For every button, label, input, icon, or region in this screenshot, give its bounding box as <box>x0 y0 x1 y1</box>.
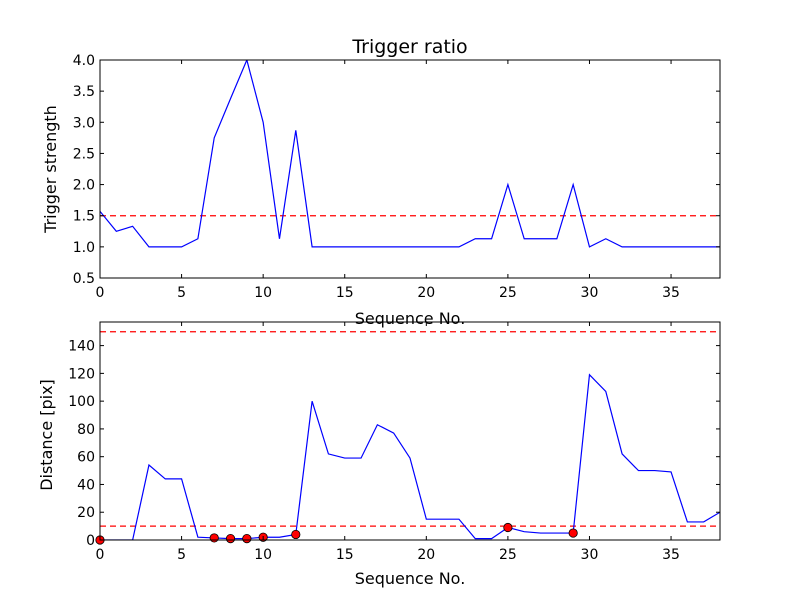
data-point-marker-bottom-6 <box>503 522 513 533</box>
y-tick-label-bottom-2: 40 <box>77 477 95 493</box>
y-tick-label-top-1: 1.0 <box>73 240 95 256</box>
y-tick-label-bottom-5: 100 <box>68 394 95 410</box>
x-tick-label-top-5: 25 <box>499 285 517 301</box>
x-tick-label-top-2: 10 <box>254 285 272 301</box>
series-line-bottom-0 <box>100 373 720 540</box>
y-tick-label-bottom-6: 120 <box>68 366 95 382</box>
y-tick-label-bottom-4: 80 <box>77 422 95 438</box>
plot-distance: 0 5 10 15 20 25 30 35 0 20 40 60 80 100 120 140 <box>68 321 721 563</box>
data-point-marker-bottom-2 <box>225 534 236 544</box>
y-tick-label-bottom-0: 0 <box>86 533 95 549</box>
data-point-marker-bottom-7 <box>568 528 578 538</box>
y-tick-label-bottom-1: 20 <box>77 505 95 521</box>
x-tick-label-bottom-6: 30 <box>581 547 599 563</box>
plot-trigger-ratio: 0 5 10 15 20 25 30 35 0.5 1.0 1.5 2.0 2.5 3.0 3.5 4.0 <box>73 53 721 301</box>
x-tick-label-top-4: 20 <box>417 285 435 301</box>
x-tick-label-bottom-0: 0 <box>96 547 105 563</box>
data-point-marker-bottom-1 <box>209 533 219 543</box>
series-line-top-0 <box>100 60 720 248</box>
y-tick-label-top-5: 3.0 <box>73 115 95 131</box>
y-tick-label-top-6: 3.5 <box>73 84 95 100</box>
x-tick-label-bottom-7: 35 <box>662 547 680 563</box>
y-axis-label-top: Trigger strength <box>41 105 60 234</box>
data-point-marker-bottom-3 <box>242 534 252 544</box>
x-tick-label-bottom-5: 25 <box>499 547 517 563</box>
x-tick-label-top-6: 30 <box>581 285 599 301</box>
x-tick-label-top-1: 5 <box>177 285 186 301</box>
x-axis-label-bottom: Sequence No. <box>355 569 466 588</box>
y-tick-label-bottom-3: 60 <box>77 450 95 466</box>
axes-frame-top <box>99 59 721 279</box>
x-tick-label-top-3: 15 <box>336 285 354 301</box>
axes-frame-bottom <box>99 321 721 541</box>
plot-area-bottom <box>100 331 720 540</box>
y-tick-label-bottom-7: 140 <box>68 339 95 355</box>
y-tick-label-top-0: 0.5 <box>73 271 95 287</box>
x-tick-label-top-7: 35 <box>662 285 680 301</box>
y-tick-label-top-2: 1.5 <box>73 209 95 225</box>
y-tick-label-top-4: 2.5 <box>73 146 95 162</box>
y-tick-label-top-7: 4.0 <box>73 53 95 69</box>
x-tick-label-bottom-2: 10 <box>254 547 272 563</box>
x-tick-label-bottom-3: 15 <box>336 547 354 563</box>
y-axis-label-bottom: Distance [pix] <box>37 379 56 491</box>
chart-title-top: Trigger ratio <box>351 36 467 58</box>
x-tick-label-bottom-4: 20 <box>417 547 435 563</box>
plot-area-top <box>100 60 720 248</box>
x-tick-label-top-0: 0 <box>96 285 105 301</box>
x-axis-label-top: Sequence No. <box>355 309 466 328</box>
x-tick-label-bottom-1: 5 <box>177 547 186 563</box>
y-tick-label-top-3: 2.0 <box>73 178 95 194</box>
data-point-marker-bottom-5 <box>291 529 301 540</box>
